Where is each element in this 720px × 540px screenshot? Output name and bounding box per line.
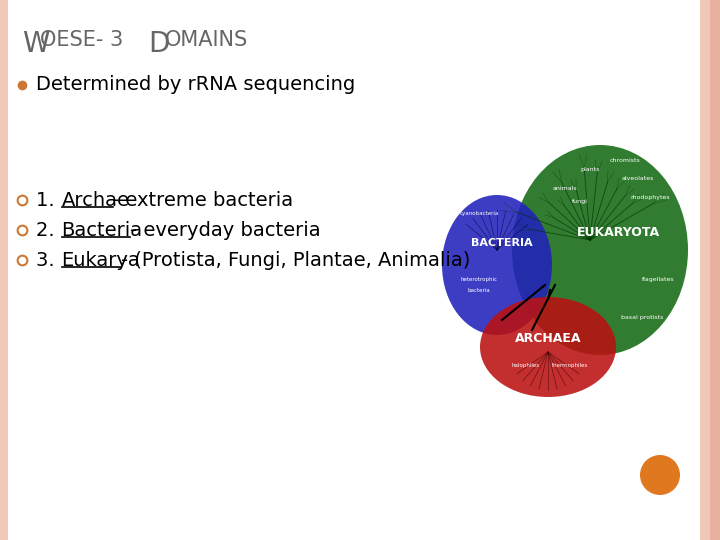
Text: basal protists: basal protists [621,315,663,321]
Text: thermophiles: thermophiles [552,362,588,368]
Text: OESE- 3: OESE- 3 [40,30,123,50]
Ellipse shape [480,297,616,397]
Text: D: D [148,30,169,58]
Text: 1.: 1. [36,191,61,210]
Text: - extreme bacteria: - extreme bacteria [112,191,294,210]
Text: animals: animals [553,186,577,191]
Text: Determined by rRNA sequencing: Determined by rRNA sequencing [36,76,355,94]
Text: Bacteria: Bacteria [61,220,143,240]
Text: 2.: 2. [36,220,61,240]
Text: OMAINS: OMAINS [165,30,248,50]
Text: halophiles: halophiles [512,362,540,368]
Text: EUKARYOTA: EUKARYOTA [577,226,660,239]
FancyBboxPatch shape [710,0,720,540]
Text: flagellates: flagellates [642,278,675,282]
Text: - everyday bacteria: - everyday bacteria [130,220,320,240]
Text: bacteria: bacteria [467,287,490,293]
FancyBboxPatch shape [0,0,8,540]
Text: - (Protista, Fungi, Plantae, Animalia): - (Protista, Fungi, Plantae, Animalia) [121,251,470,269]
Text: cyanobacteria: cyanobacteria [459,211,499,215]
Text: Archae: Archae [61,191,130,210]
Text: BACTERIA: BACTERIA [471,238,533,248]
Text: 3.: 3. [36,251,61,269]
Text: ARCHAEA: ARCHAEA [515,333,581,346]
Text: heterotrophic: heterotrophic [461,278,498,282]
FancyBboxPatch shape [700,0,720,540]
Text: fungi: fungi [572,199,588,205]
Text: Eukarya: Eukarya [61,251,140,269]
Text: W: W [22,30,50,58]
Ellipse shape [442,195,552,335]
Circle shape [640,455,680,495]
Ellipse shape [512,145,688,355]
Text: alveolates: alveolates [622,176,654,180]
Text: plants: plants [580,167,600,172]
Text: chromists: chromists [610,158,640,163]
Text: rhodophytes: rhodophytes [630,195,670,200]
